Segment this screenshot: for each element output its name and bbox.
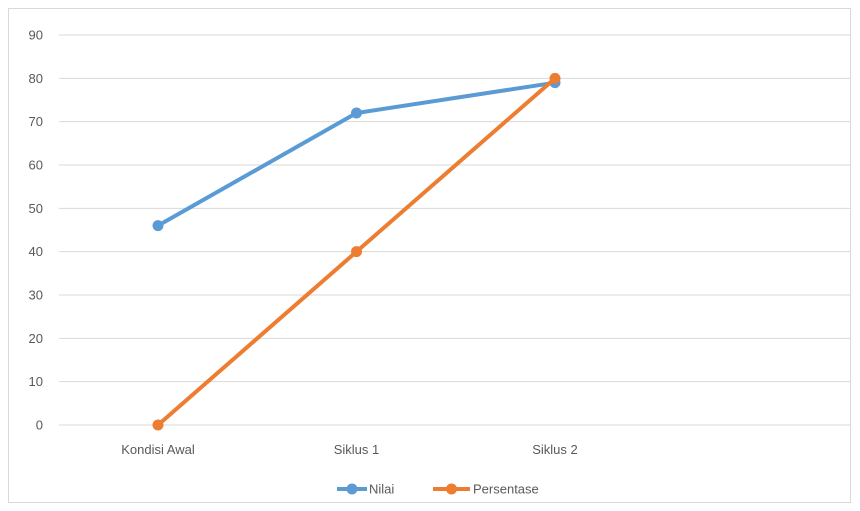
legend-swatch-marker (346, 483, 358, 495)
y-tick-label: 90 (29, 28, 43, 43)
series-line-nilai (156, 80, 557, 228)
chart-frame (8, 8, 851, 503)
data-point-persentase (152, 419, 164, 431)
x-axis-ticks: Kondisi Awal Siklus 1 Siklus 2 (121, 442, 578, 457)
legend-label-nilai: Nilai (369, 482, 394, 497)
y-tick-label: 40 (29, 244, 43, 259)
data-point-nilai (351, 107, 362, 119)
data-point-persentase (549, 72, 561, 84)
data-point-persentase (351, 246, 362, 258)
x-tick-label: Kondisi Awal (121, 442, 195, 457)
y-tick-label: 60 (29, 158, 43, 173)
x-tick-label: Siklus 1 (334, 442, 380, 457)
gridlines (59, 34, 851, 426)
y-tick-label: 30 (29, 288, 43, 303)
y-tick-label: 10 (29, 374, 43, 389)
legend: Nilai Persentase (337, 482, 539, 497)
y-tick-label: 70 (29, 114, 43, 129)
legend-swatch-marker (446, 483, 457, 495)
y-tick-label: 80 (29, 71, 43, 86)
y-tick-label: 50 (29, 201, 43, 216)
series-lines (152, 72, 561, 431)
y-tick-label: 0 (36, 418, 43, 433)
x-tick-label: Siklus 2 (532, 442, 578, 457)
data-point-nilai (152, 220, 164, 232)
y-tick-label: 20 (29, 331, 43, 346)
y-axis-ticks: 0 10 20 30 40 50 60 70 80 90 (29, 28, 43, 433)
legend-label-persentase: Persentase (473, 482, 539, 497)
